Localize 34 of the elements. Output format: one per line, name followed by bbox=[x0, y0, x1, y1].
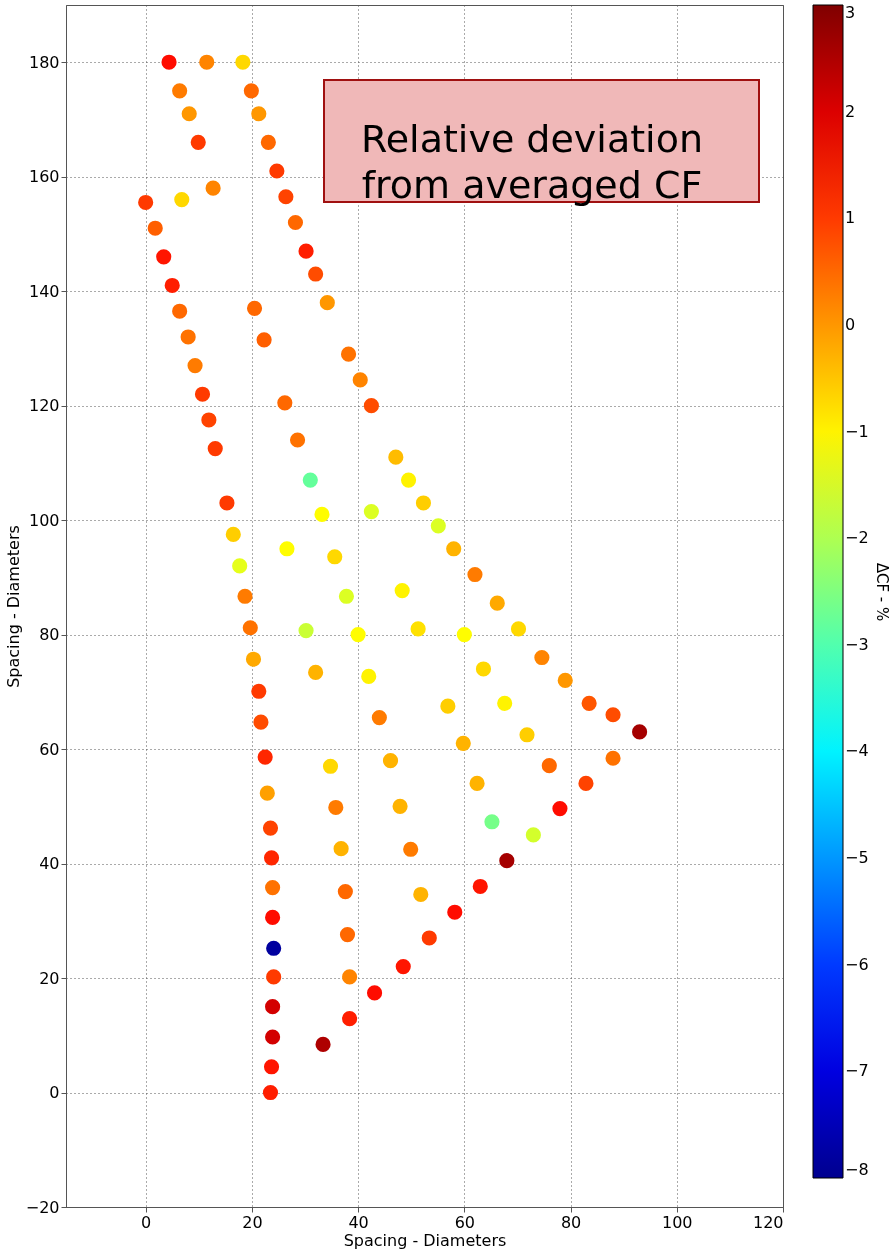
y-tick-label: 80 bbox=[39, 625, 60, 645]
color-bar-label: 0 bbox=[845, 314, 856, 334]
color-bar-label: −2 bbox=[845, 528, 869, 548]
y-tick-label: −20 bbox=[25, 1197, 60, 1217]
x-tick-label: 0 bbox=[141, 1212, 152, 1232]
color-bar-label: −5 bbox=[845, 848, 869, 868]
color-bar-label: −6 bbox=[845, 954, 869, 974]
color-bar-label: −1 bbox=[845, 421, 869, 441]
color-bar-label: 1 bbox=[845, 208, 856, 228]
color-bar-label: −4 bbox=[845, 741, 869, 761]
x-tick-label: 20 bbox=[242, 1212, 263, 1232]
y-tick-label: 100 bbox=[28, 510, 60, 530]
color-bar-label: −8 bbox=[845, 1160, 869, 1179]
y-tick-label: 180 bbox=[28, 52, 60, 72]
x-tick-label: 40 bbox=[348, 1212, 369, 1232]
y-tick-label: 140 bbox=[28, 281, 60, 301]
color-bar-label: −7 bbox=[845, 1061, 869, 1081]
y-tick-label: 20 bbox=[39, 968, 60, 988]
x-tick-label: 120 bbox=[752, 1212, 784, 1232]
y-tick-label: 40 bbox=[39, 854, 60, 874]
color-bar-title: ΔCF - % bbox=[873, 562, 891, 622]
y-tick-label: 60 bbox=[39, 739, 60, 759]
y-tick-label: 160 bbox=[28, 167, 60, 187]
color-bar-label: −3 bbox=[845, 634, 869, 654]
y-tick-label: 0 bbox=[49, 1083, 60, 1103]
annotation: Relative deviation from averaged CF bbox=[361, 117, 703, 207]
y-axis-title: Spacing - Diameters bbox=[3, 525, 23, 688]
x-axis-title: Spacing - Diameters bbox=[343, 1230, 507, 1250]
x-tick-label: 80 bbox=[560, 1212, 582, 1232]
x-tick-label: 60 bbox=[454, 1212, 476, 1232]
color-bar-label: 3 bbox=[845, 3, 856, 22]
x-tick-label: 100 bbox=[662, 1212, 693, 1232]
color-bar-label: 2 bbox=[845, 101, 856, 121]
y-tick-label: 120 bbox=[28, 396, 60, 416]
